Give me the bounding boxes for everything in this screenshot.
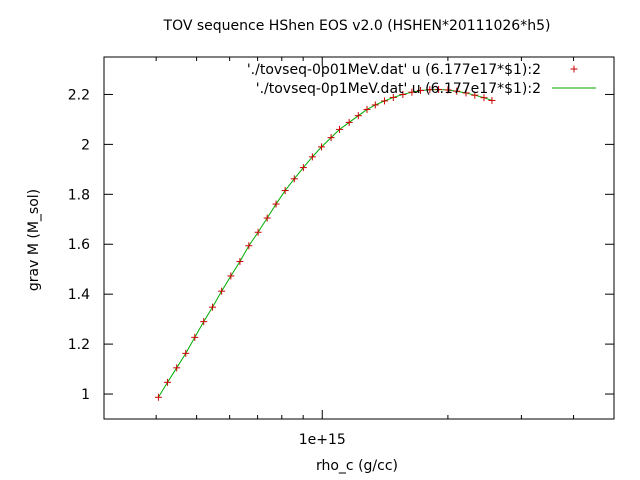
- data-point: [462, 89, 470, 97]
- data-point: [381, 97, 389, 105]
- data-point: [236, 257, 244, 265]
- data-point: [281, 187, 289, 195]
- data-point: [218, 287, 226, 295]
- y-axis-label: grav M (M_sol): [26, 189, 42, 291]
- data-point: [354, 112, 362, 120]
- data-point: [245, 242, 253, 250]
- data-point: [399, 90, 407, 98]
- data-point: [408, 88, 416, 96]
- series-points-group: [154, 85, 496, 401]
- data-point: [435, 85, 443, 93]
- axis-ticks: 1 1.2 1.4 1.6 1.8 2 2.2 1e+15: [68, 57, 614, 448]
- data-point: [444, 86, 452, 94]
- data-point: [272, 200, 280, 208]
- y-tick-label: 1.4: [68, 287, 90, 303]
- data-point: [254, 228, 262, 236]
- data-point: [209, 303, 217, 311]
- data-point: [488, 96, 496, 104]
- data-point: [299, 164, 307, 172]
- data-point: [471, 91, 479, 99]
- series-line: [157, 88, 493, 398]
- legend-label-0: './tovseq-0p01MeV.dat' u (6.177e17*$1):2: [247, 62, 541, 78]
- data-point: [345, 118, 353, 126]
- plot-frame: [103, 56, 615, 420]
- y-tick-label: 1.2: [68, 337, 90, 353]
- data-point: [200, 318, 208, 326]
- data-point: [173, 364, 181, 372]
- series-line-group: [157, 88, 493, 398]
- y-tick-label: 1.8: [68, 187, 90, 203]
- legend: './tovseq-0p01MeV.dat' u (6.177e17*$1):2…: [247, 62, 596, 97]
- legend-label-1: './tovseq-0p1MeV.dat' u (6.177e17*$1):2: [256, 81, 541, 97]
- chart-title: TOV sequence HShen EOS v2.0 (HSHEN*20111…: [163, 18, 551, 34]
- data-point: [191, 333, 199, 341]
- data-point: [308, 153, 316, 161]
- data-point: [336, 125, 344, 133]
- data-point: [318, 143, 326, 151]
- legend-marker-points: [570, 65, 578, 73]
- data-point: [426, 86, 434, 94]
- data-point: [389, 93, 397, 101]
- data-point: [363, 105, 371, 113]
- data-point: [480, 94, 488, 102]
- data-point: [371, 101, 379, 109]
- y-tick-label: 2: [81, 137, 90, 153]
- data-point: [327, 134, 335, 142]
- data-point: [453, 87, 461, 95]
- y-tick-label: 1.6: [68, 237, 90, 253]
- y-tick-label: 2.2: [68, 87, 90, 103]
- data-point: [263, 214, 271, 222]
- data-point: [570, 65, 578, 73]
- data-point: [227, 272, 235, 280]
- data-point: [290, 175, 298, 183]
- data-point: [417, 86, 425, 94]
- x-axis-label: rho_c (g/cc): [316, 458, 398, 474]
- data-point: [182, 349, 190, 357]
- data-point: [154, 393, 162, 401]
- x-tick-label: 1e+15: [299, 432, 346, 448]
- y-tick-label: 1: [81, 387, 90, 403]
- data-point: [164, 378, 172, 386]
